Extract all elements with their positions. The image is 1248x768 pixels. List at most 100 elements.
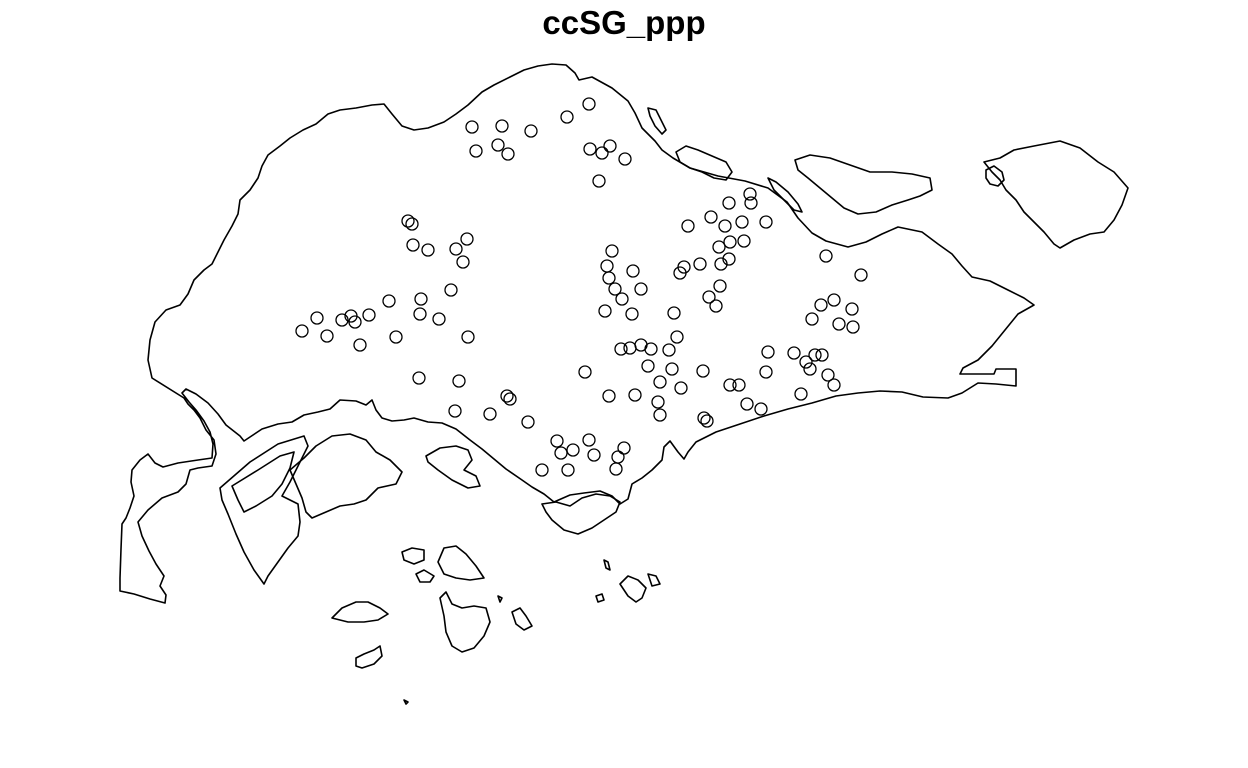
point-marker [592,174,606,188]
point-marker [452,374,466,388]
point-marker [491,138,505,152]
point-marker [846,320,860,334]
point-marker [582,433,596,447]
pulau-tekong-east-outline [983,140,1129,249]
point-marker [626,264,640,278]
point-marker [483,407,497,421]
point-marker [713,279,727,293]
island-outline [619,575,647,603]
point-marker [524,124,538,138]
point-marker [501,147,515,161]
point-marker [566,443,580,457]
point-marker [702,290,716,304]
point-marker [609,462,623,476]
point-marker [560,110,574,124]
sentosa-outline [541,493,621,535]
point-marker [444,283,458,297]
point-marker [634,282,648,296]
point-marker [295,324,309,338]
point-marker [803,362,817,376]
point-marker [805,312,819,326]
tekong-pond-outline [985,165,1005,187]
point-marker [412,371,426,385]
point-marker [700,414,714,428]
point-marker [550,434,564,448]
point-marker [674,381,688,395]
point-marker [653,408,667,422]
pasir-panjang-terminal-outline [425,445,481,489]
point-marker [814,298,828,312]
point-marker [432,312,446,326]
point-marker [787,346,801,360]
point-marker [670,330,684,344]
point-marker [759,215,773,229]
point-marker [722,252,736,266]
point-marker [644,342,658,356]
point-marker [602,271,616,285]
coney-island-outline [767,177,803,213]
point-marker [641,359,655,373]
point-marker [623,341,637,355]
point-marker [401,214,415,228]
points-layer [295,97,868,477]
point-marker [737,234,751,248]
point-marker [614,342,628,356]
point-marker [723,235,737,249]
point-marker [461,330,475,344]
point-marker [456,255,470,269]
point-marker [382,294,396,308]
point-marker [696,364,710,378]
pulau-ubin-outline [675,145,733,181]
point-marker [611,450,625,464]
island-outline [403,699,409,705]
point-marker [854,268,868,282]
island-outline [511,607,533,631]
point-marker [732,378,746,392]
point-marker [554,446,568,460]
point-marker [600,259,614,273]
point-marker [460,232,474,246]
point-marker [602,389,616,403]
point-marker [362,308,376,322]
island-outline [439,591,491,653]
island-outline [497,595,503,603]
point-marker [615,292,629,306]
point-marker [320,329,334,343]
pulau-tekong-west-outline [794,154,933,215]
point-marker [469,144,483,158]
point-marker [815,348,829,362]
point-marker [759,365,773,379]
point-marker [740,397,754,411]
point-marker [827,293,841,307]
point-marker [799,355,813,369]
point-marker [406,238,420,252]
point-marker [389,330,403,344]
tuas-reclaim-outline [219,435,309,585]
point-marker [832,317,846,331]
island-outline [401,547,425,565]
island-outline [331,601,389,623]
island-outline [355,645,383,669]
point-marker [587,448,601,462]
point-marker [465,120,479,134]
point-marker [335,313,349,327]
point-marker [754,402,768,416]
point-marker [651,395,665,409]
point-marker [628,388,642,402]
point-marker [583,142,597,156]
point-marker [598,304,612,318]
point-marker [617,441,631,455]
window-outline [119,63,1129,705]
point-marker [794,387,808,401]
island-outline [647,573,661,587]
point-marker [722,196,736,210]
point-marker [625,307,639,321]
point-marker [578,365,592,379]
point-marker [653,375,667,389]
point-marker [673,266,687,280]
point-marker [535,463,549,477]
point-marker [819,249,833,263]
point-marker [449,242,463,256]
